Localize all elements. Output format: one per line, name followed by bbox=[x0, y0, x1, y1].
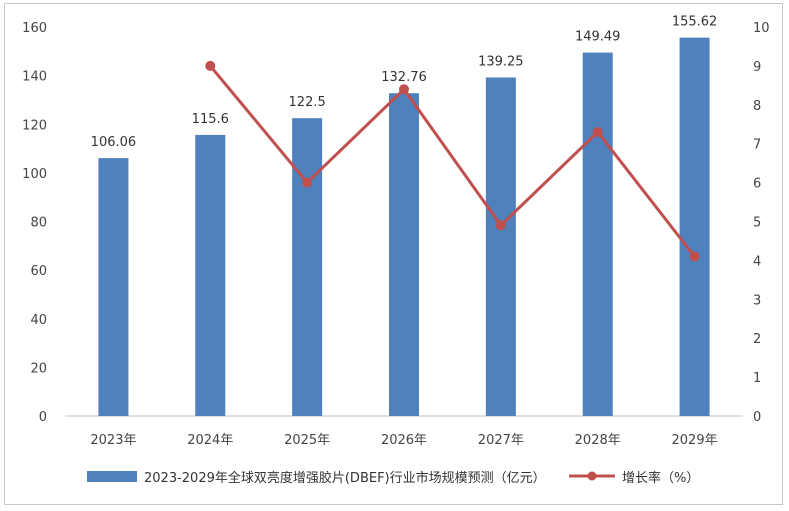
bar-data-label: 115.6 bbox=[192, 112, 229, 127]
left-axis-tick-label: 60 bbox=[30, 264, 47, 279]
bar bbox=[195, 134, 226, 416]
legend-line-marker bbox=[587, 471, 597, 481]
category-label: 2025年 bbox=[284, 433, 330, 448]
left-axis-tick-label: 0 bbox=[39, 410, 47, 425]
category-label: 2029年 bbox=[672, 433, 718, 448]
right-axis-tick-label: 7 bbox=[753, 138, 761, 153]
bar bbox=[292, 118, 323, 416]
growth-rate-point bbox=[689, 251, 700, 262]
growth-rate-point bbox=[495, 220, 506, 231]
growth-rate-point bbox=[302, 177, 313, 188]
right-axis-tick-label: 6 bbox=[753, 177, 761, 192]
chart-frame: 0 20 40 60 80 100 120 140 160 0 1 2 3 4 5 6 7 8 9 10 106.0… bbox=[4, 3, 783, 505]
category-label: 2024年 bbox=[187, 433, 233, 448]
chart: 0 20 40 60 80 100 120 140 160 0 1 2 3 4 5 6 7 8 9 10 106.0… bbox=[22, 15, 770, 486]
left-axis-tick-label: 40 bbox=[30, 313, 47, 328]
bar-data-label: 155.62 bbox=[672, 15, 718, 30]
category-label: 2023年 bbox=[90, 433, 136, 448]
legend-bar-swatch bbox=[87, 471, 137, 482]
right-axis-tick-label: 10 bbox=[753, 21, 770, 36]
category-label: 2028年 bbox=[575, 433, 621, 448]
right-axis-tick-label: 1 bbox=[753, 371, 761, 386]
growth-rate-point bbox=[592, 127, 603, 138]
left-axis-tick-label: 140 bbox=[22, 70, 47, 85]
bar-data-labels: 106.06 115.6 122.5 132.76 139.25 149.49 155.62 bbox=[91, 15, 718, 150]
left-axis-tick-label: 160 bbox=[22, 21, 47, 36]
left-axis-tick-label: 80 bbox=[30, 216, 47, 231]
category-label: 2027年 bbox=[478, 433, 524, 448]
category-label: 2026年 bbox=[381, 433, 427, 448]
right-axis-tick-label: 3 bbox=[753, 293, 761, 308]
right-axis-tick-label: 2 bbox=[753, 332, 761, 347]
left-axis-tick-label: 120 bbox=[22, 118, 47, 133]
bar bbox=[485, 77, 516, 417]
right-axis: 0 1 2 3 4 5 6 7 8 9 10 bbox=[753, 21, 770, 425]
bar-data-label: 132.76 bbox=[381, 70, 427, 85]
bar-data-label: 139.25 bbox=[478, 54, 524, 69]
left-axis-tick-label: 100 bbox=[22, 167, 47, 182]
line-series bbox=[205, 60, 700, 262]
right-axis-tick-label: 8 bbox=[753, 99, 761, 114]
right-axis-tick-label: 4 bbox=[753, 254, 761, 269]
left-axis-tick-label: 20 bbox=[30, 361, 47, 376]
category-labels: 2023年 2024年 2025年 2026年 2027年 2028年 2029年 bbox=[90, 433, 717, 448]
right-axis-tick-label: 5 bbox=[753, 216, 761, 231]
right-axis-tick-label: 9 bbox=[753, 60, 761, 75]
bar bbox=[679, 37, 710, 417]
bar-data-label: 149.49 bbox=[575, 30, 621, 45]
right-axis-tick-label: 0 bbox=[753, 410, 761, 425]
legend-bar-label: 2023-2029年全球双亮度增强胶片(DBEF)行业市场规模预测（亿元） bbox=[144, 470, 546, 486]
legend-line-label: 增长率（%） bbox=[622, 470, 699, 486]
growth-rate-point bbox=[399, 84, 409, 95]
bar bbox=[389, 93, 419, 417]
left-axis: 0 20 40 60 80 100 120 140 160 bbox=[22, 21, 47, 425]
bar bbox=[98, 158, 129, 416]
bar-data-label: 122.5 bbox=[289, 95, 326, 110]
legend: 2023-2029年全球双亮度增强胶片(DBEF)行业市场规模预测（亿元） 增长… bbox=[87, 470, 699, 486]
growth-rate-line bbox=[209, 64, 696, 258]
bar-data-label: 106.06 bbox=[91, 135, 137, 150]
bar bbox=[582, 52, 613, 417]
bar-series bbox=[98, 37, 710, 417]
growth-rate-point bbox=[205, 60, 216, 71]
